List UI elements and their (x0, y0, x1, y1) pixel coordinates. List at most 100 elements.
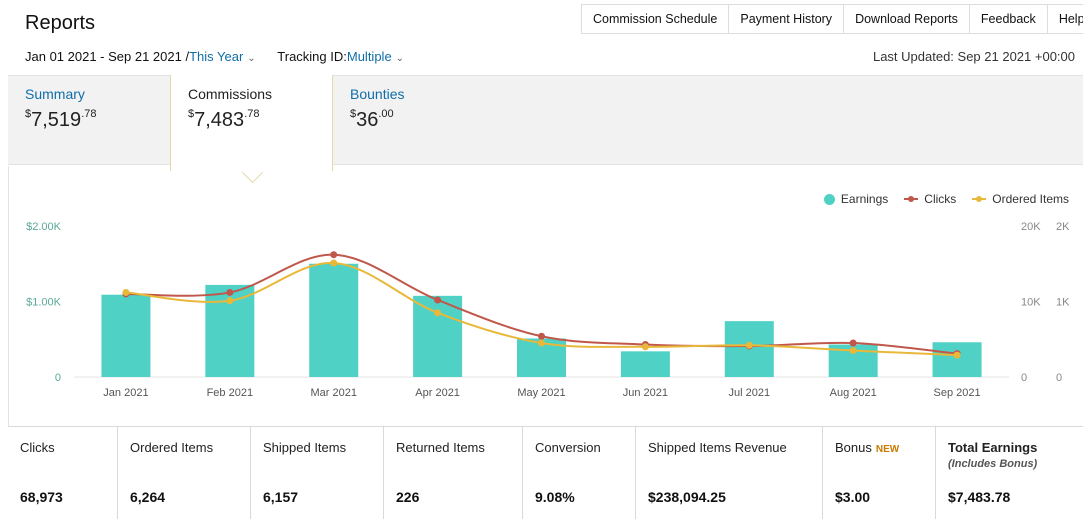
x-axis-tick: Jul 2021 (728, 387, 770, 399)
stat-value: 68,973 (20, 489, 63, 505)
tab-bounties[interactable]: Bounties $36.00 (350, 86, 404, 132)
earnings-swatch-icon (823, 193, 835, 205)
feedback-button[interactable]: Feedback (970, 5, 1048, 33)
stat-label: Ordered Items (130, 440, 214, 455)
point-ordered-items (226, 297, 234, 305)
left-axis-tick: $1.00K (26, 297, 62, 309)
stat-sublabel: (Includes Bonus) (948, 458, 1038, 470)
right-axis-items-tick: 1K (1056, 297, 1070, 309)
point-clicks (330, 251, 338, 259)
point-ordered-items (122, 288, 130, 296)
point-ordered-items (641, 343, 649, 351)
point-ordered-items (745, 341, 753, 349)
payment-history-button[interactable]: Payment History (729, 5, 845, 33)
point-clicks (226, 288, 234, 296)
stat-label: Shipped Items Revenue (648, 440, 787, 455)
filters-bar: Jan 01 2021 - Sep 21 2021 / This Year ⌄ T… (25, 49, 406, 64)
stat-value: $238,094.25 (648, 489, 726, 505)
commission-schedule-button[interactable]: Commission Schedule (582, 5, 730, 33)
bar-earnings (101, 294, 151, 377)
top-nav: Commission Schedule Payment History Down… (581, 4, 1083, 34)
date-preset-dropdown[interactable]: This Year ⌄ (189, 49, 257, 64)
stat-shipped-items-revenue: Shipped Items Revenue $238,094.25 (636, 427, 823, 519)
point-clicks (849, 339, 857, 347)
point-clicks (538, 332, 545, 340)
x-axis-tick: Mar 2021 (310, 387, 356, 399)
new-badge: NEW (875, 444, 900, 455)
point-ordered-items (330, 259, 338, 267)
stat-conversion: Conversion 9.08% (523, 427, 636, 519)
stat-ordered-items: Ordered Items 6,264 (118, 427, 251, 519)
stat-clicks: Clicks 68,973 (8, 427, 118, 519)
bar-earnings (413, 295, 463, 377)
tracking-id-dropdown[interactable]: Multiple ⌄ (347, 49, 406, 64)
x-axis-tick: Feb 2021 (207, 387, 253, 399)
tab-summary-amount: $7,519.78 (25, 108, 97, 131)
point-ordered-items (538, 339, 545, 347)
point-ordered-items (849, 347, 857, 355)
active-tab-indicator (170, 75, 333, 171)
stat-value: $7,483.78 (948, 489, 1011, 505)
legend-earnings-label: Earnings (840, 192, 889, 206)
stat-shipped-items: Shipped Items 6,157 (251, 427, 384, 519)
tab-bounties-amount: $36.00 (350, 108, 394, 131)
last-updated: Last Updated: Sep 21 2021 +00:00 (872, 49, 1075, 64)
page-title: Reports (25, 12, 96, 34)
right-axis-clicks-tick: 20K (1021, 221, 1041, 233)
right-axis-clicks-tick: 0 (1021, 372, 1027, 384)
tracking-id-label: Tracking ID: (277, 49, 347, 64)
download-reports-button[interactable]: Download Reports (844, 5, 970, 33)
right-axis-clicks-tick: 10K (1021, 297, 1041, 309)
stats-row: Clicks 68,973 Ordered Items 6,264 Shipped It… (8, 426, 1083, 519)
chart-legend: Earnings Clicks Ordered Items (823, 192, 1069, 206)
earnings-chart: 0 $1.00K $2.00K 0 10K 20K 0 1K 2K Jan 2021 Feb 202… (26, 221, 1070, 399)
ordered-items-swatch-icon (972, 196, 987, 202)
stat-value: $3.00 (835, 489, 871, 505)
stat-label: Total Earnings (Includes Bonus) (948, 440, 1083, 470)
date-range-text: Jan 01 2021 - Sep 21 2021 / (25, 49, 190, 64)
legend-clicks[interactable]: Clicks (904, 192, 956, 206)
x-axis-tick: Sep 2021 (934, 387, 981, 399)
tab-summary[interactable]: Summary $7,519.78 (25, 86, 96, 132)
help-button[interactable]: Help (1048, 5, 1083, 33)
left-axis-tick: $2.00K (26, 221, 62, 233)
x-axis-tick: Apr 2021 (415, 387, 460, 399)
legend-clicks-label: Clicks (924, 192, 957, 206)
x-axis-tick: Jun 2021 (623, 387, 668, 399)
stat-label: Returned Items (396, 440, 485, 455)
stat-value: 226 (396, 489, 420, 505)
right-axis-items-tick: 2K (1056, 221, 1070, 233)
clicks-swatch-icon (904, 196, 919, 202)
x-axis-tick: May 2021 (517, 387, 565, 399)
stat-bonus: Bonus NEW $3.00 (823, 427, 936, 519)
stat-returned-items: Returned Items 226 (384, 427, 523, 519)
stat-label: Bonus NEW (835, 440, 900, 455)
stat-total-earnings: Total Earnings (Includes Bonus) $7,483.78 (936, 427, 1083, 519)
stat-label: Conversion (535, 440, 601, 455)
bar-earnings (309, 263, 359, 377)
stat-value: 6,157 (263, 489, 299, 505)
legend-earnings[interactable]: Earnings (823, 192, 889, 206)
stat-value: 9.08% (535, 489, 575, 505)
chart-area: 0 $1.00K $2.00K 0 10K 20K 0 1K 2K Jan 2021 Feb 202… (8, 166, 1083, 426)
chevron-down-icon: ⌄ (247, 53, 256, 64)
tab-commissions-label: Commissions (188, 86, 273, 102)
point-ordered-items (953, 351, 961, 359)
stat-label: Clicks (20, 440, 55, 455)
point-clicks (434, 296, 442, 304)
bar-earnings (932, 342, 982, 377)
date-preset-label: This Year (189, 49, 244, 64)
point-ordered-items (434, 309, 442, 317)
legend-ordered-items-label: Ordered Items (992, 192, 1069, 206)
legend-ordered-items[interactable]: Ordered Items (972, 192, 1069, 206)
stat-label: Shipped Items (263, 440, 347, 455)
chevron-down-icon: ⌄ (395, 53, 405, 64)
tab-commissions[interactable]: Commissions $7,483.78 (188, 86, 272, 132)
tab-summary-label: Summary (25, 86, 85, 102)
left-axis-tick: 0 (55, 372, 61, 384)
x-axis-tick: Aug 2021 (830, 387, 877, 399)
tracking-id-value: Multiple (346, 49, 392, 64)
x-axis-tick: Jan 2021 (103, 387, 148, 399)
stat-value: 6,264 (130, 489, 166, 505)
tab-commissions-amount: $7,483.78 (188, 108, 260, 131)
